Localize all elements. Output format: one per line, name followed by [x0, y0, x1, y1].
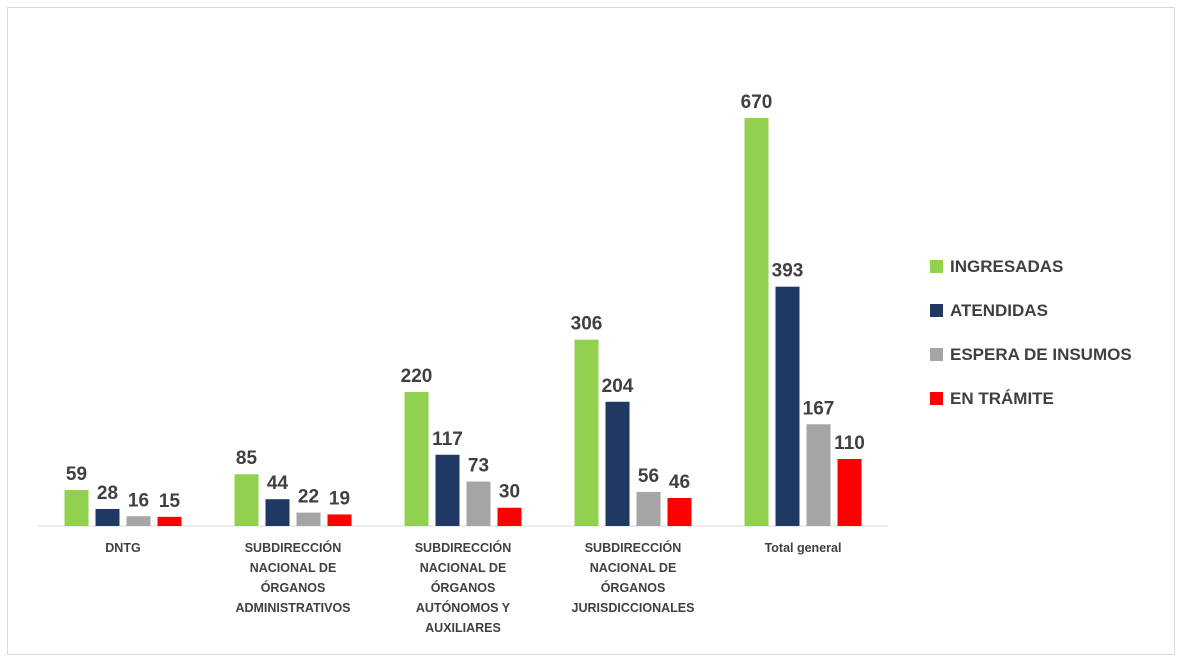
bar-espera-de-insumos-4	[806, 424, 831, 526]
chart-frame: 59 28 16 15 DNTG 85 44 22 19 SUBDIRECCIÓN NACIONAL…	[7, 7, 1175, 655]
category-label-line: DNTG	[105, 541, 140, 555]
category-label-line: ÓRGANOS	[601, 580, 666, 595]
category-label-line: JURISDICCIONALES	[572, 601, 695, 615]
bar-espera-de-insumos-2	[466, 481, 491, 526]
category-label-line: NACIONAL DE	[250, 561, 337, 575]
bar-ingresadas-0	[64, 490, 89, 526]
legend-label-atendidas: ATENDIDAS	[950, 301, 1048, 320]
bar-en-tramite-2	[497, 507, 522, 526]
bar-ingresadas-2	[404, 392, 429, 526]
category-label-line: ADMINISTRATIVOS	[235, 601, 350, 615]
data-label-en-tramite-4: 110	[834, 433, 865, 454]
category-label-4: Total general	[765, 541, 842, 555]
data-label-atendidas-1: 44	[267, 473, 289, 494]
category-label-3: SUBDIRECCIÓN NACIONAL DE ÓRGANOS JURISDICCI…	[572, 540, 695, 615]
bar-ingresadas-1	[234, 474, 259, 526]
data-label-espera-de-insumos-1: 22	[298, 487, 319, 508]
bar-atendidas-3	[605, 401, 630, 526]
bar-atendidas-1	[265, 499, 290, 526]
bar-espera-de-insumos-3	[636, 491, 661, 526]
data-label-en-tramite-2: 30	[499, 482, 520, 503]
data-label-atendidas-2: 117	[432, 429, 463, 450]
category-label-line: ÓRGANOS	[261, 580, 326, 595]
data-label-en-tramite-1: 19	[329, 488, 350, 509]
category-label-0: DNTG	[105, 541, 140, 555]
legend-swatch-espera-de-insumos	[930, 348, 943, 361]
data-label-ingresadas-1: 85	[236, 448, 258, 469]
category-label-line: ÓRGANOS	[431, 580, 496, 595]
category-label-line: AUTÓNOMOS Y	[416, 600, 511, 615]
bar-en-tramite-3	[667, 497, 692, 526]
legend-label-espera-de-insumos: ESPERA DE INSUMOS	[950, 345, 1132, 364]
bar-ingresadas-4	[744, 118, 769, 526]
category-label-line: NACIONAL DE	[420, 561, 507, 575]
data-label-espera-de-insumos-4: 167	[803, 398, 835, 419]
bar-atendidas-0	[95, 508, 120, 526]
data-label-ingresadas-2: 220	[401, 366, 433, 387]
legend-swatch-atendidas	[930, 304, 943, 317]
data-label-en-tramite-0: 15	[159, 491, 181, 512]
legend-swatch-en-tramite	[930, 392, 943, 405]
bar-ingresadas-3	[574, 339, 599, 526]
bar-en-tramite-4	[837, 459, 862, 526]
data-label-atendidas-0: 28	[97, 483, 118, 504]
category-label-line: NACIONAL DE	[590, 561, 677, 575]
data-label-atendidas-4: 393	[772, 261, 804, 282]
legend-label-en-tramite: EN TRÁMITE	[950, 389, 1054, 408]
bar-espera-de-insumos-1	[296, 512, 321, 526]
category-label-line: SUBDIRECCIÓN	[415, 540, 512, 555]
data-label-espera-de-insumos-2: 73	[468, 456, 489, 477]
category-label-line: Total general	[765, 541, 842, 555]
bar-atendidas-2	[435, 454, 460, 526]
bar-atendidas-4	[775, 286, 800, 526]
data-label-ingresadas-0: 59	[66, 464, 87, 485]
legend-swatch-ingresadas	[930, 260, 943, 273]
bar-chart: 59 28 16 15 DNTG 85 44 22 19 SUBDIRECCIÓN NACIONAL…	[38, 92, 1132, 635]
bar-en-tramite-1	[327, 514, 352, 526]
legend-label-ingresadas: INGRESADAS	[950, 257, 1063, 276]
data-label-en-tramite-3: 46	[669, 472, 690, 493]
category-label-line: AUXILIARES	[425, 621, 501, 635]
category-label-2: SUBDIRECCIÓN NACIONAL DE ÓRGANOS AUTÓNOMOS …	[415, 540, 512, 635]
category-label-line: SUBDIRECCIÓN	[585, 540, 682, 555]
category-label-1: SUBDIRECCIÓN NACIONAL DE ÓRGANOS ADMINISTRA…	[235, 540, 350, 615]
bar-espera-de-insumos-0	[126, 516, 151, 526]
category-label-line: SUBDIRECCIÓN	[245, 540, 342, 555]
data-label-espera-de-insumos-3: 56	[638, 466, 659, 487]
data-label-atendidas-3: 204	[602, 376, 634, 397]
bar-en-tramite-0	[157, 516, 182, 526]
data-label-ingresadas-4: 670	[741, 92, 773, 113]
data-label-espera-de-insumos-0: 16	[128, 490, 149, 511]
data-label-ingresadas-3: 306	[571, 314, 603, 335]
